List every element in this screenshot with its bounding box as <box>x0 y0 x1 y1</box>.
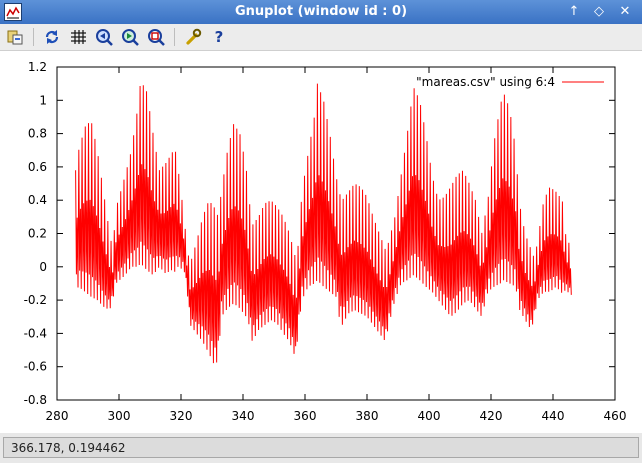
x-tick-label: 420 <box>480 409 503 423</box>
help-button[interactable]: ? <box>208 26 230 48</box>
status-bar: 366.178, 0.194462 <box>0 434 642 463</box>
x-tick-label: 360 <box>294 409 317 423</box>
autoscale-icon <box>148 29 165 46</box>
close-icon[interactable]: ✕ <box>619 4 631 19</box>
y-axis: -0.8 -0.6 -0.4 -0.2 0 0.2 0.4 0.6 0.8 1 1.2 <box>24 60 615 407</box>
series-group <box>75 83 572 364</box>
y-tick-label: 1.2 <box>28 60 47 74</box>
x-tick-label: 340 <box>232 409 255 423</box>
plot-area[interactable]: 280 300 320 340 360 380 400 420 440 460 -0.8 -0.6-… <box>0 51 642 433</box>
x-tick-label: 440 <box>542 409 565 423</box>
toolbar-separator <box>33 28 34 46</box>
y-tick-label: -0.6 <box>24 360 47 374</box>
zoom-forward-icon <box>122 29 139 46</box>
tide-chart: 280 300 320 340 360 380 400 420 440 460 -0.8-0.6-… <box>24 60 627 423</box>
up-arrow-icon[interactable]: ↑ <box>568 4 580 19</box>
zoom-back-button[interactable] <box>93 26 115 48</box>
x-axis: 280 300 320 340 360 380 400 420 440 460 <box>46 67 627 423</box>
gnuplot-app-icon[interactable] <box>4 3 22 21</box>
wrench-icon <box>186 28 202 45</box>
zoom-back-icon <box>96 29 113 46</box>
x-tick-label: 280 <box>46 409 69 423</box>
y-tick-label: 0.2 <box>28 227 47 241</box>
x-tick-label: 320 <box>170 409 193 423</box>
y-tick-label: 0.8 <box>28 127 47 141</box>
help-icon: ? <box>214 28 224 46</box>
x-tick-label: 380 <box>356 409 379 423</box>
toolbar-separator <box>174 28 175 46</box>
x-tick-label: 460 <box>604 409 627 423</box>
autoscale-button[interactable] <box>145 26 167 48</box>
y-tick-label: -0.8 <box>24 393 47 407</box>
settings-button[interactable] <box>182 26 204 48</box>
window-title: Gnuplot (window id : 0) <box>234 4 408 19</box>
status-box: 366.178, 0.194462 <box>3 437 639 458</box>
legend-label: "mareas.csv" using 6:4 <box>416 75 555 89</box>
y-tick-label: 0.6 <box>28 160 47 174</box>
restore-icon[interactable]: ◇ <box>594 4 604 19</box>
y-tick-label: 1 <box>39 93 47 107</box>
title-bar: Gnuplot (window id : 0) ↑ ◇ ✕ <box>0 0 642 24</box>
y-tick-label: 0 <box>39 260 47 274</box>
export-icon <box>7 30 23 45</box>
x-tick-label: 400 <box>418 409 441 423</box>
x-tick-label: 300 <box>108 409 131 423</box>
replot-icon <box>45 30 59 44</box>
legend: "mareas.csv" using 6:4 <box>416 75 604 89</box>
zoom-forward-button[interactable] <box>119 26 141 48</box>
replot-button[interactable] <box>41 26 63 48</box>
grid-icon <box>71 30 86 44</box>
series-line <box>75 83 572 364</box>
toolbar: ? <box>0 24 642 51</box>
export-button[interactable] <box>4 26 26 48</box>
y-tick-label: 0.4 <box>28 193 47 207</box>
y-tick-label: -0.2 <box>24 293 47 307</box>
mouse-coordinates: 366.178, 0.194462 <box>11 441 126 455</box>
y-tick-label: -0.4 <box>24 326 47 340</box>
grid-button[interactable] <box>67 26 89 48</box>
